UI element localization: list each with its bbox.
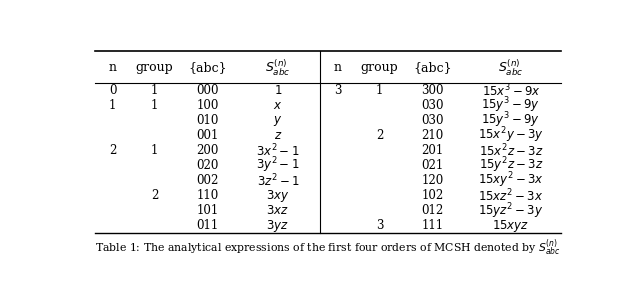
Text: $x$: $x$ bbox=[273, 99, 283, 112]
Text: n: n bbox=[333, 61, 342, 74]
Text: $15x^3-9x$: $15x^3-9x$ bbox=[481, 82, 541, 99]
Text: 010: 010 bbox=[196, 114, 219, 127]
Text: $15xy^2-3x$: $15xy^2-3x$ bbox=[478, 171, 544, 191]
Text: $15x^2y-3y$: $15x^2y-3y$ bbox=[478, 126, 544, 146]
Text: 0: 0 bbox=[109, 84, 116, 97]
Text: $3xy$: $3xy$ bbox=[266, 188, 290, 204]
Text: $15y^3-9y$: $15y^3-9y$ bbox=[481, 111, 541, 130]
Text: 2: 2 bbox=[109, 144, 116, 157]
Text: {abc}: {abc} bbox=[413, 61, 452, 74]
Text: $3xz$: $3xz$ bbox=[266, 204, 289, 217]
Text: $3z^2-1$: $3z^2-1$ bbox=[257, 172, 299, 189]
Text: group: group bbox=[136, 61, 173, 74]
Text: 201: 201 bbox=[421, 144, 444, 157]
Text: 210: 210 bbox=[421, 129, 444, 142]
Text: 002: 002 bbox=[196, 174, 219, 187]
Text: 1: 1 bbox=[151, 144, 158, 157]
Text: 030: 030 bbox=[421, 114, 444, 127]
Text: $y$: $y$ bbox=[273, 113, 283, 128]
Text: 1: 1 bbox=[109, 99, 116, 112]
Text: 3: 3 bbox=[376, 219, 383, 232]
Text: 1: 1 bbox=[151, 99, 158, 112]
Text: 200: 200 bbox=[196, 144, 219, 157]
Text: 111: 111 bbox=[421, 219, 444, 232]
Text: 011: 011 bbox=[196, 219, 218, 232]
Text: 001: 001 bbox=[196, 129, 219, 142]
Text: $3yz$: $3yz$ bbox=[266, 218, 289, 234]
Text: $15x^2z-3z$: $15x^2z-3z$ bbox=[479, 142, 543, 159]
Text: $S_{abc}^{(n)}$: $S_{abc}^{(n)}$ bbox=[498, 57, 524, 77]
Text: $15xz^2-3x$: $15xz^2-3x$ bbox=[479, 187, 543, 204]
Text: Table 1: The analytical expressions of the first four orders of MCSH denoted by : Table 1: The analytical expressions of t… bbox=[95, 237, 561, 258]
Text: 2: 2 bbox=[151, 189, 158, 202]
Text: $15xyz$: $15xyz$ bbox=[492, 218, 530, 234]
Text: 102: 102 bbox=[421, 189, 444, 202]
Text: 120: 120 bbox=[421, 174, 444, 187]
Text: $15y^3-9y$: $15y^3-9y$ bbox=[481, 96, 541, 116]
Text: $z$: $z$ bbox=[274, 129, 282, 142]
Text: n: n bbox=[109, 61, 116, 74]
Text: 110: 110 bbox=[196, 189, 218, 202]
Text: 2: 2 bbox=[376, 129, 383, 142]
Text: $3x^2-1$: $3x^2-1$ bbox=[256, 142, 300, 159]
Text: 101: 101 bbox=[196, 204, 218, 217]
Text: 012: 012 bbox=[421, 204, 444, 217]
Text: 100: 100 bbox=[196, 99, 219, 112]
Text: 3: 3 bbox=[334, 84, 342, 97]
Text: 1: 1 bbox=[376, 84, 383, 97]
Text: {abc}: {abc} bbox=[188, 61, 227, 74]
Text: 021: 021 bbox=[421, 159, 444, 172]
Text: $15yz^2-3y$: $15yz^2-3y$ bbox=[478, 201, 543, 221]
Text: $S_{abc}^{(n)}$: $S_{abc}^{(n)}$ bbox=[265, 57, 291, 77]
Text: 020: 020 bbox=[196, 159, 219, 172]
Text: 1: 1 bbox=[151, 84, 158, 97]
Text: group: group bbox=[361, 61, 399, 74]
Text: 000: 000 bbox=[196, 84, 219, 97]
Text: 030: 030 bbox=[421, 99, 444, 112]
Text: 300: 300 bbox=[421, 84, 444, 97]
Text: $1$: $1$ bbox=[274, 84, 282, 97]
Text: $3y^2-1$: $3y^2-1$ bbox=[256, 156, 300, 175]
Text: $15y^2z-3z$: $15y^2z-3z$ bbox=[479, 156, 543, 175]
